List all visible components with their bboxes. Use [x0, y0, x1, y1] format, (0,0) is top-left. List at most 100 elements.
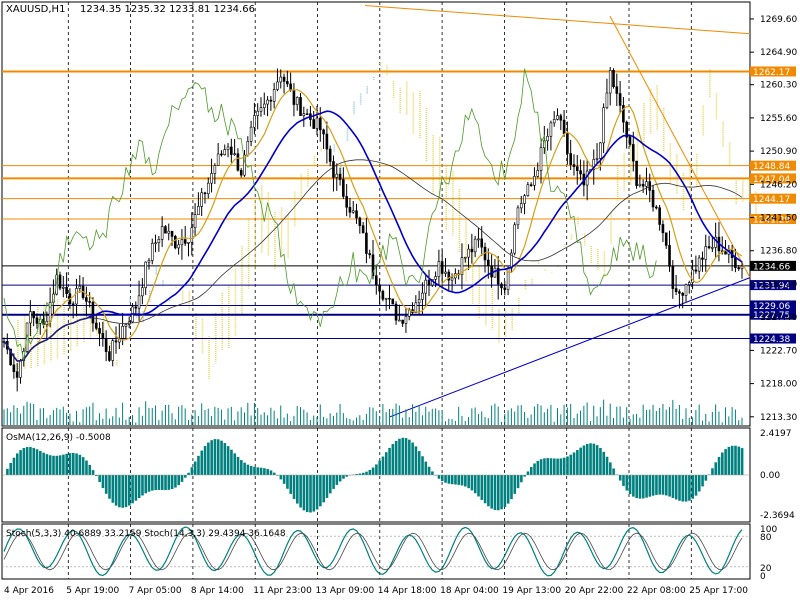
osma-bar: [79, 455, 82, 475]
osma-bar: [75, 453, 78, 475]
candle-body: [211, 173, 213, 183]
candle-body: [415, 303, 417, 313]
candle-body: [99, 328, 101, 333]
candle-body: [388, 298, 390, 299]
candle-body: [603, 108, 605, 143]
osma-bar: [263, 468, 266, 475]
osma-bar: [184, 475, 187, 478]
candle-body: [451, 278, 453, 280]
osma-bar: [625, 475, 628, 491]
osma-bar: [405, 438, 408, 475]
candle-body: [725, 252, 727, 254]
candle-body: [382, 291, 384, 299]
osma-bar: [741, 448, 744, 475]
x-tick-label: 25 Apr 17:00: [689, 586, 748, 596]
osma-bar: [19, 450, 22, 475]
osma-bar: [619, 475, 622, 481]
x-tick-label: 18 Apr 04:00: [440, 586, 499, 596]
candle-body: [313, 120, 315, 129]
candle-body: [471, 249, 473, 252]
osma-bar: [9, 463, 12, 475]
candle-body: [112, 341, 114, 361]
osma-bar: [312, 475, 315, 512]
osma-bar: [23, 448, 26, 475]
osma-bar: [527, 471, 530, 475]
osma-bar: [299, 475, 302, 507]
candle-body: [263, 104, 265, 108]
candle-body: [352, 211, 354, 213]
osma-bar: [668, 475, 671, 497]
osma-bar: [237, 457, 240, 475]
candle-body: [636, 161, 638, 186]
candle-body: [125, 324, 127, 326]
x-tick-label: 7 Apr 05:00: [129, 586, 182, 596]
x-tick-label: 20 Apr 22:00: [565, 586, 624, 596]
candle-body: [560, 116, 562, 120]
osma-bar: [200, 451, 203, 475]
candle-body: [227, 147, 229, 150]
candle-body: [655, 207, 657, 208]
candle-body: [487, 260, 489, 266]
osma-bar: [398, 439, 401, 475]
osma-bar: [487, 475, 490, 506]
osma-bar: [560, 458, 563, 475]
price-level-label: 1234.66: [753, 262, 790, 272]
trendline-resistance-top: [365, 6, 750, 34]
candle-body: [527, 185, 529, 196]
osma-bar: [316, 475, 319, 509]
osma-bar: [148, 475, 151, 492]
candle-body: [537, 170, 539, 176]
osma-bar: [639, 475, 642, 499]
osma-bar: [596, 445, 599, 475]
x-tick-label: 11 Apr 23:00: [253, 586, 312, 596]
candle-body: [639, 184, 641, 185]
candle-body: [105, 339, 107, 352]
osma-bar: [46, 454, 49, 475]
osma-bar: [16, 453, 19, 475]
x-tick-label: 4 Apr 2016: [4, 586, 54, 596]
y-tick-label: 1241.50: [760, 214, 797, 224]
osma-bar: [369, 470, 372, 475]
candle-body: [178, 245, 180, 248]
osma-bar: [428, 467, 431, 475]
candle-body: [708, 247, 710, 248]
candle-body: [619, 94, 621, 106]
candle-body: [672, 266, 674, 288]
osma-bar: [484, 475, 487, 503]
osma-bar: [500, 475, 503, 509]
osma-bar: [217, 439, 220, 475]
candle-body: [596, 158, 598, 159]
osma-bar: [158, 475, 161, 490]
main-panel-frame: [2, 2, 750, 426]
osma-bar: [250, 466, 253, 475]
candle-body: [237, 154, 239, 171]
osma-bar: [88, 465, 91, 475]
candle-body: [441, 262, 443, 274]
osma-bar: [270, 470, 273, 475]
osma-bar: [293, 475, 296, 499]
candle-body: [425, 280, 427, 293]
osma-bar: [401, 438, 404, 475]
candle-body: [326, 134, 328, 149]
candle-body: [402, 320, 404, 323]
candle-body: [161, 227, 163, 240]
osma-bar: [174, 475, 177, 488]
candle-body: [474, 239, 476, 252]
osma-bar: [207, 443, 210, 475]
candle-body: [306, 114, 308, 115]
osma-bar: [69, 453, 72, 475]
osma-bar: [662, 475, 665, 495]
price-level-label: 1262.17: [753, 68, 790, 78]
osma-bar: [118, 475, 121, 507]
price-level-label: 1248.84: [753, 162, 790, 172]
osma-bar: [540, 459, 543, 475]
price-level-label: 1224.38: [753, 335, 790, 345]
candle-body: [468, 249, 470, 257]
candle-body: [609, 70, 611, 93]
osma-title: OsMA(12,26,9) -0.5008: [6, 433, 111, 443]
osma-bar: [59, 455, 62, 475]
candle-body: [300, 97, 302, 115]
candle-body: [33, 312, 35, 318]
candle-body: [659, 208, 661, 225]
